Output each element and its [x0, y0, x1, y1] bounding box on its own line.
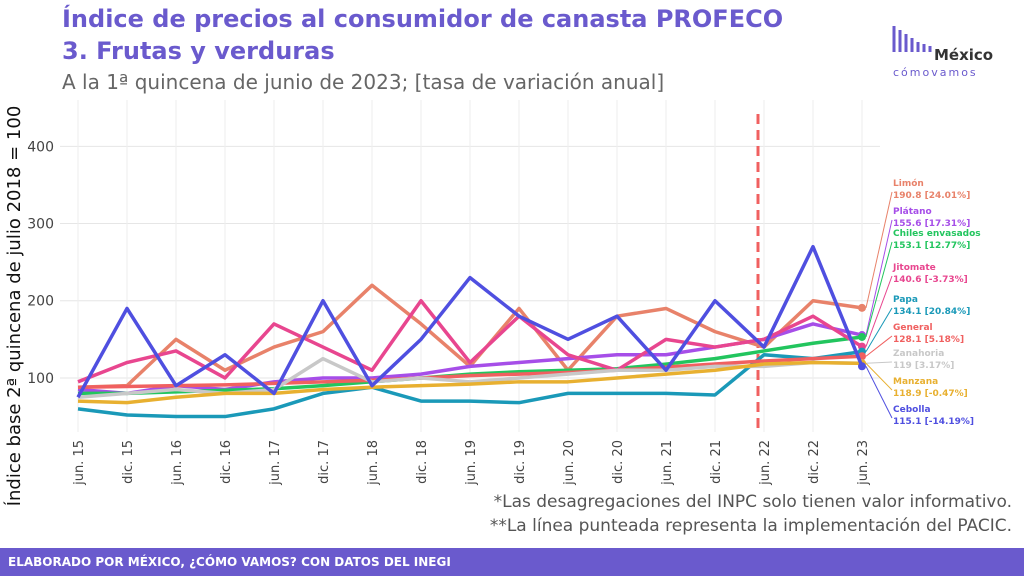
note-pacic: **La línea punteada representa la implem…: [489, 516, 1012, 536]
y-tick-label: 400: [27, 139, 54, 155]
chart-subtitle: A la 1ª quincena de junio de 2023; [tasa…: [62, 70, 665, 94]
series-line: [77, 298, 863, 384]
x-tick-label: jun. 18: [366, 440, 381, 486]
x-tick-label: jun. 20: [562, 440, 577, 486]
series-name-label: Cebolla: [893, 405, 931, 415]
label-leader: [865, 363, 893, 391]
x-tick-label: dic. 19: [513, 440, 528, 484]
label-leader: [865, 361, 893, 364]
series-line: [77, 360, 863, 405]
label-leader: [865, 335, 893, 357]
label-leader: [865, 241, 893, 338]
note-informative: *Las desagregaciones del INPC solo tiene…: [493, 492, 1012, 512]
series-line: [76, 244, 864, 399]
footer-credit: ELABORADO POR MÉXICO, ¿CÓMO VAMOS? CON D…: [0, 548, 1024, 576]
series-value-label: 155.6 [17.31%]: [893, 219, 970, 229]
x-tick-label: dic. 16: [219, 440, 234, 484]
chart-title-line2: 3. Frutas y verduras: [62, 37, 335, 65]
x-tick-label: jun. 22: [758, 440, 773, 486]
x-tick-label: dic. 21: [709, 440, 724, 484]
label-leader: [865, 191, 893, 308]
x-tick-label: jun. 19: [464, 440, 479, 486]
series-value-label: 190.8 [24.01%]: [893, 191, 970, 201]
label-leader: [865, 275, 893, 347]
logo-name: México: [934, 46, 994, 64]
y-tick-label: 300: [27, 217, 54, 233]
y-axis-label: Índice base 2ª quincena de julio 2018 = …: [3, 106, 25, 507]
x-tick-label: dic. 18: [415, 440, 430, 484]
x-tick-label: dic. 22: [807, 440, 822, 484]
x-tick-label: jun. 21: [660, 440, 675, 486]
logo-tagline: cómovamos: [893, 66, 978, 79]
y-tick-label: 200: [27, 294, 54, 310]
logo-bars-icon: [892, 26, 932, 52]
series-value-label: 115.1 [-14.19%]: [893, 417, 974, 427]
series-end-point: [858, 362, 866, 371]
series-value-label: 128.1 [5.18%]: [893, 335, 964, 345]
series-end-point: [858, 303, 866, 312]
series-name-label: Limón: [893, 178, 924, 189]
series-name-label: Papa: [893, 295, 918, 305]
series-line: [77, 354, 863, 389]
series-name-label: Jitomate: [892, 263, 936, 273]
series-name-label: Zanahoria: [893, 349, 944, 359]
x-tick-label: jun. 16: [170, 440, 185, 486]
x-tick-label: jun. 15: [72, 440, 87, 486]
label-leader: [865, 219, 893, 336]
series-end-point: [858, 332, 866, 341]
series-line: [77, 349, 863, 419]
series-value-label: 134.1 [20.84%]: [893, 307, 970, 317]
x-tick-label: jun. 23: [856, 440, 871, 486]
series-name-label: Chiles envasados: [893, 229, 981, 239]
x-tick-label: dic. 15: [121, 440, 136, 484]
x-tick-label: dic. 17: [317, 440, 332, 484]
chart-title-line1: Índice de precios al consumidor de canas…: [62, 5, 784, 33]
series-name-label: General: [893, 323, 933, 333]
label-leader: [865, 307, 893, 352]
series-value-label: 140.6 [-3.73%]: [893, 275, 968, 285]
series-name-label: Manzana: [893, 377, 938, 387]
x-tick-label: dic. 20: [611, 440, 626, 484]
label-leader: [865, 366, 893, 419]
y-tick-label: 100: [27, 371, 54, 387]
series-name-label: Plátano: [893, 207, 932, 217]
series-line: [77, 356, 863, 400]
x-tick-label: jun. 17: [268, 440, 283, 486]
series-value-label: 118.9 [-0.47%]: [893, 389, 968, 399]
series-value-label: 153.1 [12.77%]: [893, 241, 970, 251]
series-value-label: 119 [3.17%]: [893, 361, 954, 371]
